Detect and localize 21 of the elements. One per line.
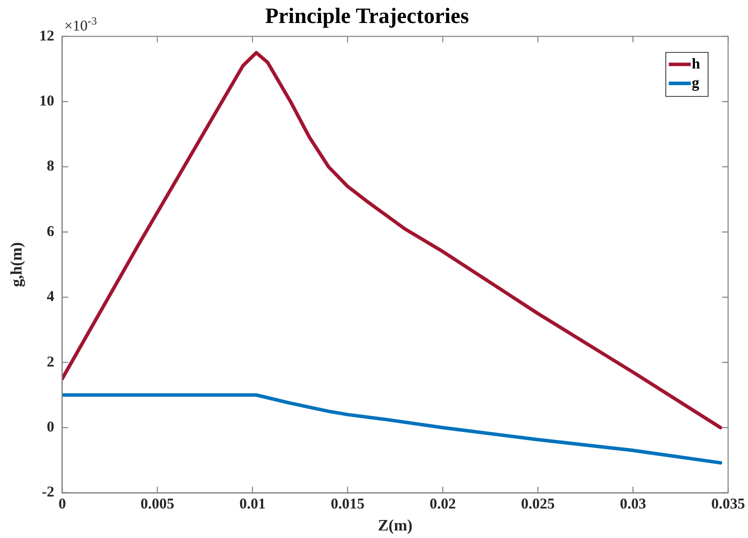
y-tick-label: 10: [39, 93, 54, 110]
x-tick-label: 0.03: [620, 496, 646, 513]
x-tick-label: 0: [58, 496, 66, 513]
y-tick-label: 6: [46, 224, 55, 240]
y-axis-title: g,h(m): [8, 242, 26, 288]
x-tick-label: 0.025: [520, 496, 555, 513]
y-tick-label: 12: [39, 28, 54, 44]
x-tick-label: 0.035: [711, 496, 745, 513]
chart-title: Principle Trajectories: [265, 2, 470, 28]
legend-label: h: [692, 56, 701, 72]
x-tick-label: 0.01: [239, 496, 266, 513]
legend-label: g: [692, 75, 700, 92]
x-tick-label: 0.015: [330, 496, 364, 513]
y-tick-label: 4: [46, 289, 55, 306]
y-tick-label: -2: [42, 484, 54, 501]
y-tick-label: 0: [46, 419, 54, 436]
x-tick-label: 0.005: [140, 496, 174, 513]
y-tick-label: 8: [46, 158, 54, 175]
x-tick-label: 0.02: [430, 496, 456, 513]
x-axis-title: Z(m): [378, 518, 412, 535]
y-tick-label: 2: [46, 354, 54, 370]
